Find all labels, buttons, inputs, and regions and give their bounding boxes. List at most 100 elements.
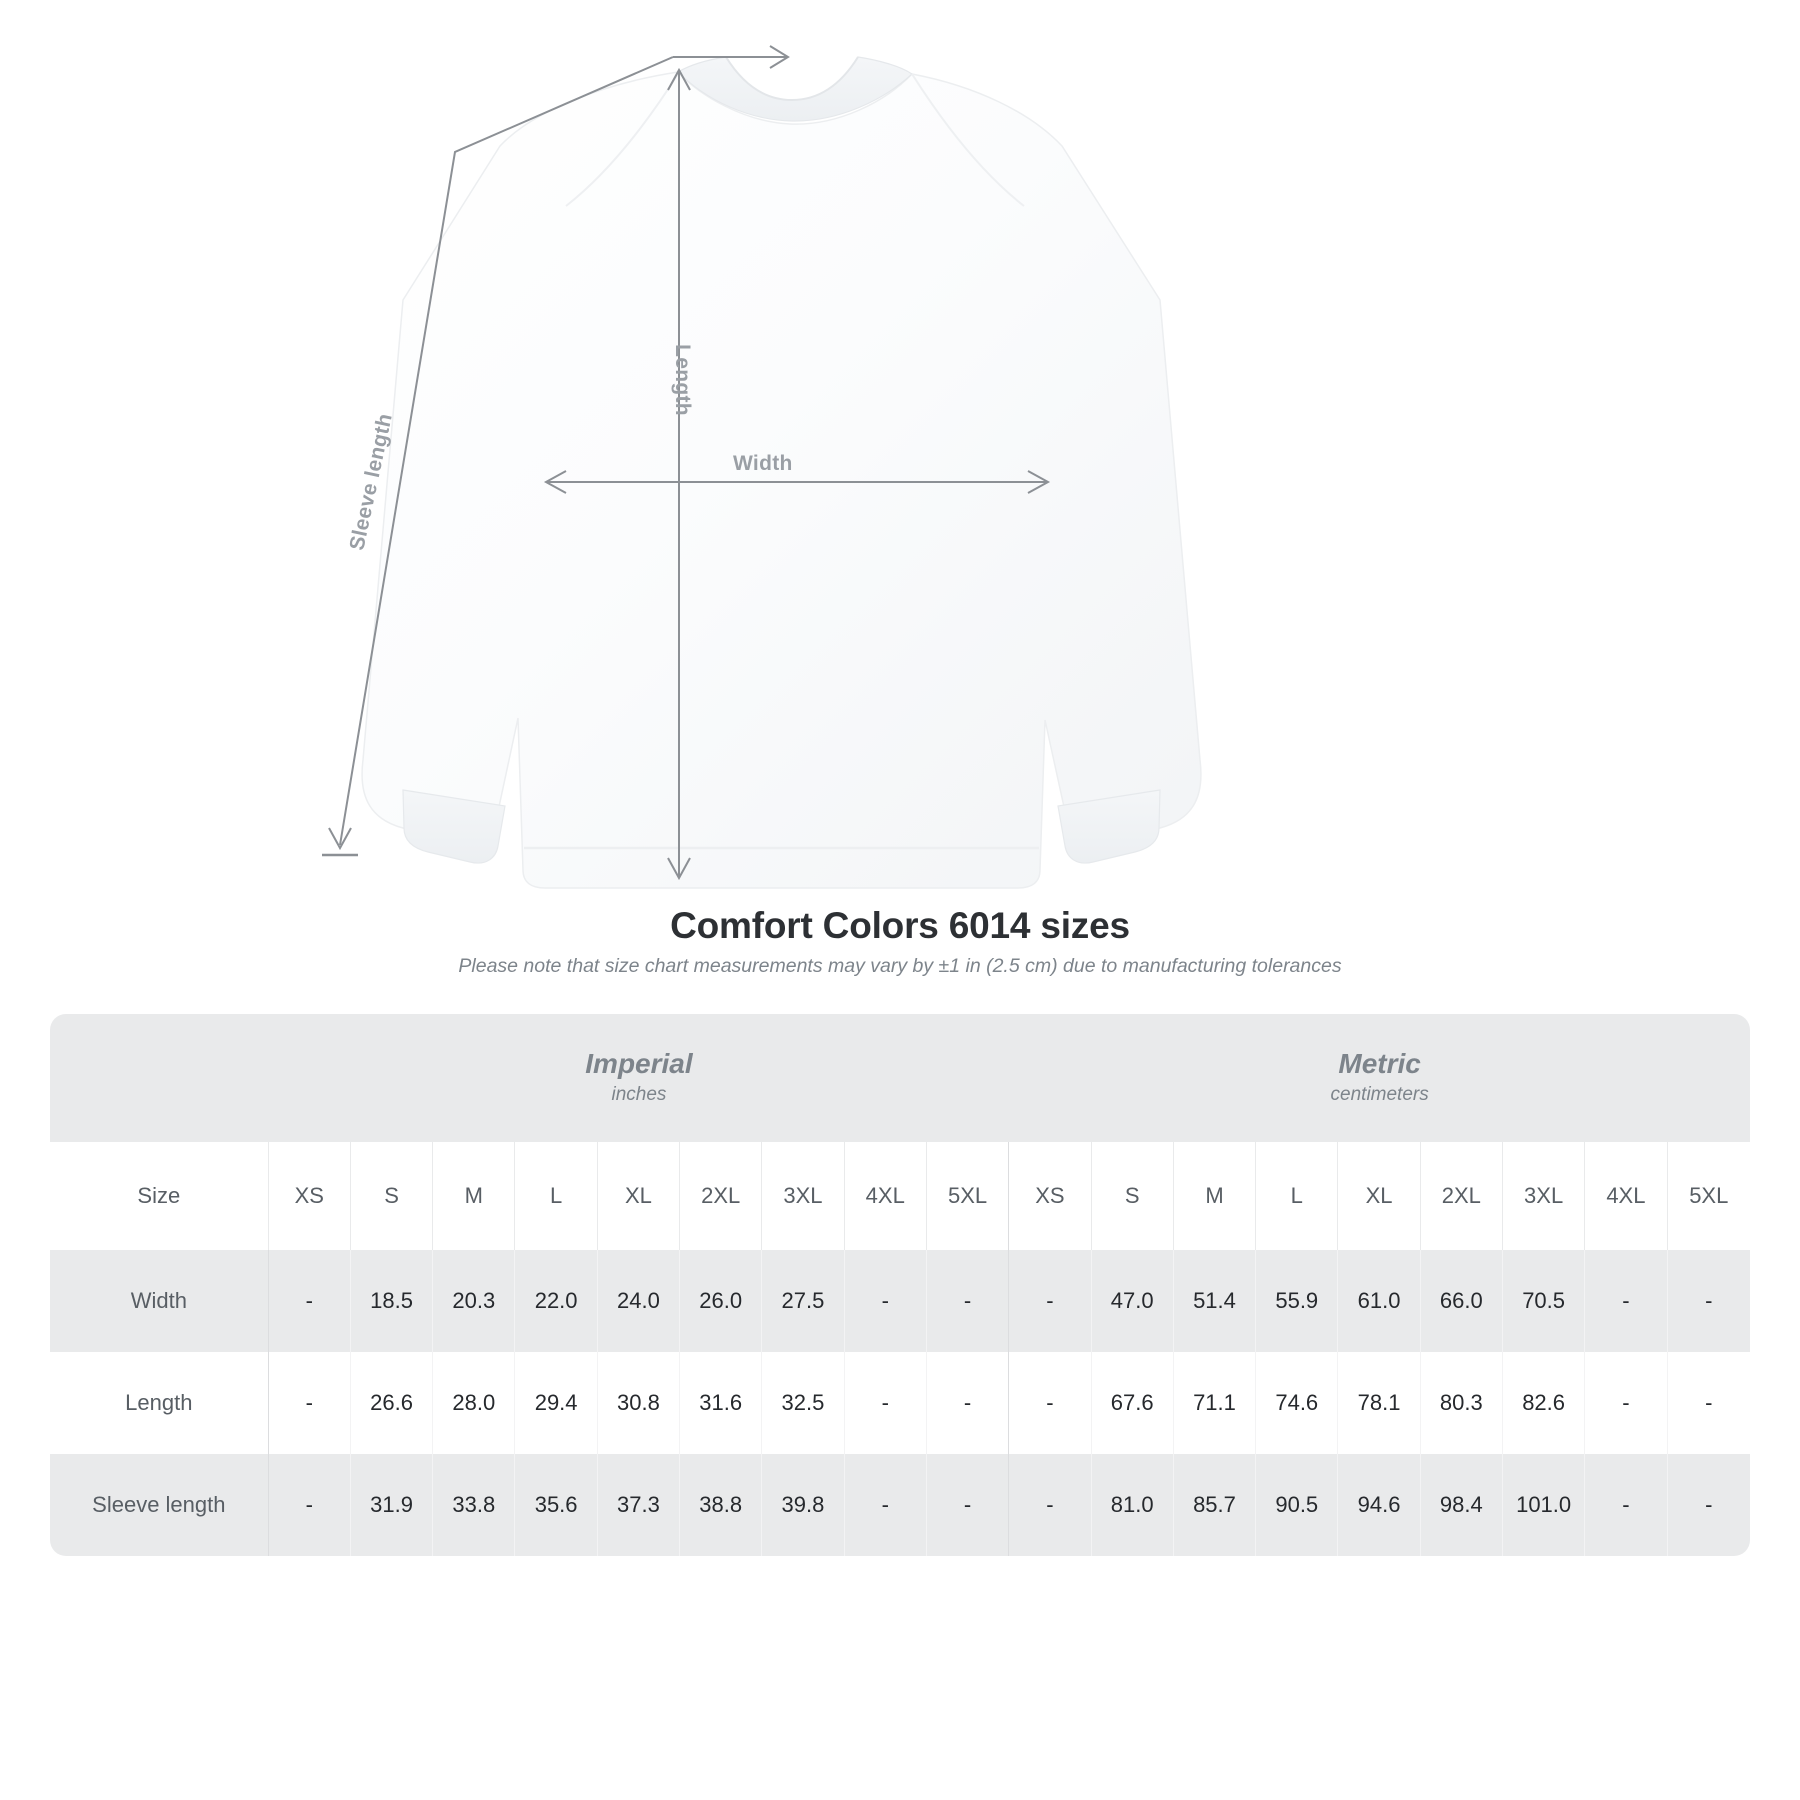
cell-length-metric-m: 71.1 bbox=[1173, 1352, 1257, 1454]
column-header-metric-5xl: 5XL bbox=[1667, 1142, 1750, 1250]
table-row: Sleeve length -31.9 33.8 35.6 37.3 38.8 39.8-… bbox=[50, 1454, 1750, 1556]
garment-diagram: Sleeve length Length Width bbox=[322, 45, 1202, 889]
cell-length-imperial-m: 28.0 bbox=[433, 1352, 516, 1454]
unit-banner-corner bbox=[50, 1014, 269, 1142]
cell-width-imperial-m: 20.3 bbox=[433, 1250, 516, 1352]
unit-imperial-name: Imperial bbox=[585, 1048, 693, 1080]
shirt-body bbox=[361, 56, 1202, 889]
cell-width-metric-2xl: 66.0 bbox=[1420, 1250, 1503, 1352]
cell-length-metric-5xl: - bbox=[1667, 1352, 1750, 1454]
cell-width-metric-l: 55.9 bbox=[1256, 1250, 1339, 1352]
cell-length-metric-s: 67.6 bbox=[1091, 1352, 1174, 1454]
cell-length-metric-l: 74.6 bbox=[1256, 1352, 1339, 1454]
row-label-sleeve-length: Sleeve length bbox=[50, 1454, 269, 1556]
cell-width-imperial-5xl: - bbox=[926, 1250, 1010, 1352]
column-header-metric-xl: XL bbox=[1338, 1142, 1421, 1250]
length-label: Length bbox=[670, 344, 694, 416]
column-header-metric-m: M bbox=[1173, 1142, 1257, 1250]
cell-length-metric-xs: - bbox=[1009, 1352, 1092, 1454]
unit-imperial-cell: Imperial inches bbox=[268, 1014, 1010, 1142]
column-header-imperial-2xl: 2XL bbox=[680, 1142, 763, 1250]
column-header-metric-2xl: 2XL bbox=[1420, 1142, 1503, 1250]
table-row: Width -18.5 20.3 22.0 24.0 26.0 27.5- - -47.0 51… bbox=[50, 1250, 1750, 1352]
cell-width-imperial-l: 22.0 bbox=[515, 1250, 598, 1352]
measure-guides bbox=[322, 45, 1051, 881]
width-guide bbox=[543, 470, 1051, 494]
cell-length-metric-3xl: 82.6 bbox=[1502, 1352, 1586, 1454]
cell-sleeve-length-imperial-s: 31.9 bbox=[350, 1454, 434, 1556]
column-header-imperial-l: L bbox=[515, 1142, 598, 1250]
column-header-imperial-m: M bbox=[433, 1142, 516, 1250]
cell-length-metric-xl: 78.1 bbox=[1338, 1352, 1421, 1454]
cell-width-metric-xl: 61.0 bbox=[1338, 1250, 1421, 1352]
column-header-metric-l: L bbox=[1256, 1142, 1339, 1250]
table-row: Length -26.6 28.0 29.4 30.8 31.6 32.5- - -67.6 7… bbox=[50, 1352, 1750, 1454]
cell-sleeve-length-metric-xl: 94.6 bbox=[1338, 1454, 1421, 1556]
row-label-width: Width bbox=[50, 1250, 269, 1352]
cell-width-metric-4xl: - bbox=[1585, 1250, 1668, 1352]
cell-width-metric-m: 51.4 bbox=[1173, 1250, 1257, 1352]
width-label: Width bbox=[733, 452, 793, 475]
column-header-imperial-xs: XS bbox=[268, 1142, 351, 1250]
cell-length-metric-4xl: - bbox=[1585, 1352, 1668, 1454]
column-header-imperial-xl: XL bbox=[597, 1142, 681, 1250]
cell-sleeve-length-imperial-2xl: 38.8 bbox=[680, 1454, 763, 1556]
cell-length-imperial-5xl: - bbox=[926, 1352, 1010, 1454]
cell-sleeve-length-metric-4xl: - bbox=[1585, 1454, 1668, 1556]
cell-sleeve-length-metric-2xl: 98.4 bbox=[1420, 1454, 1503, 1556]
cell-length-imperial-l: 29.4 bbox=[515, 1352, 598, 1454]
cell-sleeve-length-imperial-xs: - bbox=[268, 1454, 351, 1556]
cell-length-imperial-4xl: - bbox=[844, 1352, 927, 1454]
length-guide bbox=[667, 67, 691, 881]
cell-sleeve-length-imperial-l: 35.6 bbox=[515, 1454, 598, 1556]
unit-banner-row: Imperial inches Metric centimeters bbox=[50, 1014, 1750, 1142]
size-chart-table-wrap: Imperial inches Metric centimeters Size … bbox=[50, 1014, 1750, 1556]
column-header-imperial-5xl: 5XL bbox=[926, 1142, 1010, 1250]
title-block: Comfort Colors 6014 sizes Please note th… bbox=[0, 905, 1800, 1014]
cell-sleeve-length-imperial-xl: 37.3 bbox=[597, 1454, 681, 1556]
cell-length-imperial-xs: - bbox=[268, 1352, 351, 1454]
cell-sleeve-length-metric-m: 85.7 bbox=[1173, 1454, 1257, 1556]
unit-metric-name: Metric bbox=[1338, 1048, 1421, 1080]
cell-width-metric-3xl: 70.5 bbox=[1502, 1250, 1586, 1352]
cell-width-metric-5xl: - bbox=[1667, 1250, 1750, 1352]
unit-metric-cell: Metric centimeters bbox=[1009, 1014, 1750, 1142]
cell-sleeve-length-imperial-m: 33.8 bbox=[433, 1454, 516, 1556]
row-label-length: Length bbox=[50, 1352, 269, 1454]
cell-length-imperial-s: 26.6 bbox=[350, 1352, 434, 1454]
column-header-metric-4xl: 4XL bbox=[1585, 1142, 1668, 1250]
cell-width-imperial-xs: - bbox=[268, 1250, 351, 1352]
sleeve-length-guide bbox=[322, 45, 790, 857]
cell-width-imperial-s: 18.5 bbox=[350, 1250, 434, 1352]
cell-length-imperial-2xl: 31.6 bbox=[680, 1352, 763, 1454]
header-size-label: Size bbox=[50, 1142, 269, 1250]
page-title: Comfort Colors 6014 sizes bbox=[670, 905, 1130, 946]
column-header-metric-xs: XS bbox=[1009, 1142, 1092, 1250]
cell-sleeve-length-imperial-3xl: 39.8 bbox=[762, 1454, 845, 1556]
shirt-illustration bbox=[322, 45, 1202, 889]
cell-sleeve-length-metric-l: 90.5 bbox=[1256, 1454, 1339, 1556]
table-header-row: Size XS S M L XL 2XL 3XL 4XL 5XL XS S M L XL 2XL 3XL 4XL… bbox=[50, 1142, 1750, 1250]
unit-imperial-sub: inches bbox=[611, 1084, 667, 1106]
column-header-metric-s: S bbox=[1091, 1142, 1174, 1250]
cell-sleeve-length-imperial-4xl: - bbox=[844, 1454, 927, 1556]
cell-length-metric-2xl: 80.3 bbox=[1420, 1352, 1503, 1454]
cell-width-imperial-2xl: 26.0 bbox=[680, 1250, 763, 1352]
page-subtitle: Please note that size chart measurements… bbox=[458, 955, 1342, 977]
cell-width-metric-s: 47.0 bbox=[1091, 1250, 1174, 1352]
cell-sleeve-length-metric-5xl: - bbox=[1667, 1454, 1750, 1556]
column-header-imperial-3xl: 3XL bbox=[762, 1142, 845, 1250]
unit-metric-sub: centimeters bbox=[1330, 1084, 1429, 1106]
cell-sleeve-length-metric-s: 81.0 bbox=[1091, 1454, 1174, 1556]
column-header-imperial-4xl: 4XL bbox=[844, 1142, 927, 1250]
cell-length-imperial-3xl: 32.5 bbox=[762, 1352, 845, 1454]
column-header-imperial-s: S bbox=[350, 1142, 434, 1250]
size-chart-table: Imperial inches Metric centimeters Size … bbox=[50, 1014, 1750, 1556]
cell-sleeve-length-metric-xs: - bbox=[1009, 1454, 1092, 1556]
cell-width-imperial-3xl: 27.5 bbox=[762, 1250, 845, 1352]
column-header-metric-3xl: 3XL bbox=[1502, 1142, 1586, 1250]
cell-length-imperial-xl: 30.8 bbox=[597, 1352, 681, 1454]
cell-sleeve-length-metric-3xl: 101.0 bbox=[1502, 1454, 1586, 1556]
cell-width-metric-xs: - bbox=[1009, 1250, 1092, 1352]
cell-width-imperial-4xl: - bbox=[844, 1250, 927, 1352]
